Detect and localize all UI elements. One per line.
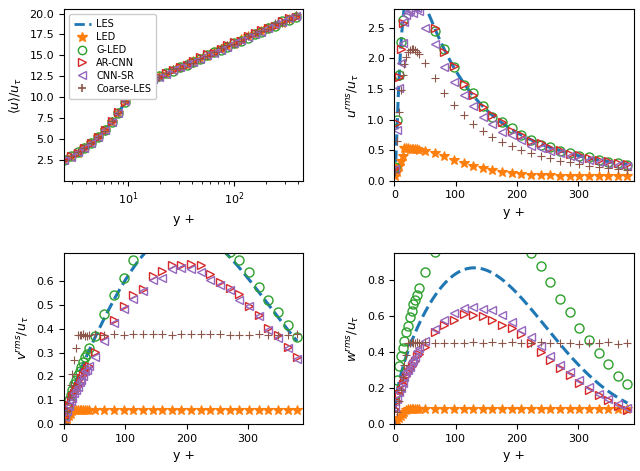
LES: [115, 109, 123, 115]
Legend: LES, LED, G-LED, AR-CNN, CNN-SR, Coarse-LES: LES, LED, G-LED, AR-CNN, CNN-SR, Coarse-…: [69, 14, 156, 98]
LES: [65, 155, 72, 161]
LES: [273, 22, 281, 27]
Y-axis label: $v^{rms}/u_\tau$: $v^{rms}/u_\tau$: [14, 316, 31, 360]
X-axis label: y +: y +: [503, 449, 525, 462]
X-axis label: y +: y +: [503, 206, 525, 219]
Y-axis label: $\langle u \rangle / u_\tau$: $\langle u \rangle / u_\tau$: [8, 76, 24, 114]
Line: LES: LES: [54, 15, 298, 164]
LES: [50, 161, 58, 167]
Y-axis label: $w^{rms}/u_\tau$: $w^{rms}/u_\tau$: [345, 315, 361, 362]
Y-axis label: $u^{rms}/u_\tau$: $u^{rms}/u_\tau$: [345, 73, 361, 118]
LES: [95, 133, 103, 139]
X-axis label: y +: y +: [173, 449, 195, 462]
LES: [282, 18, 289, 24]
LES: [294, 12, 301, 18]
X-axis label: y +: y +: [173, 212, 195, 226]
LES: [60, 157, 67, 163]
